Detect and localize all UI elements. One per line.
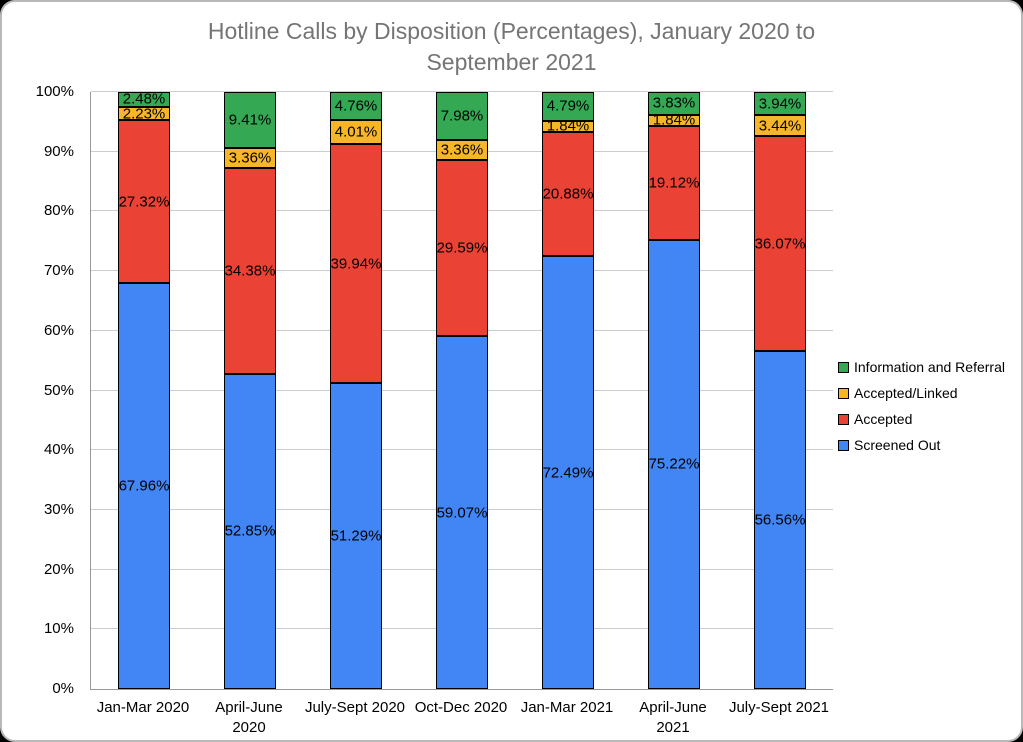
bar-segment: 36.07% xyxy=(754,136,806,352)
bar-segment: 29.59% xyxy=(436,159,488,337)
bar-segment: 39.94% xyxy=(330,144,382,383)
bar-segment: 3.36% xyxy=(436,139,488,160)
bar-segment: 34.38% xyxy=(224,168,276,374)
legend-swatch-icon xyxy=(838,361,849,373)
bar-segment: 67.96% xyxy=(118,283,170,689)
y-axis-labels: 0% 10% 20% 30% 40% 50% 60% 70% 80% 90% 100% xyxy=(2,83,80,697)
y-tick-label: 20% xyxy=(43,560,74,578)
bar-segment: 3.94% xyxy=(754,91,806,116)
bar-segment: 72.49% xyxy=(542,256,594,689)
x-tick-label: July-Sept 2020 xyxy=(304,699,406,716)
bar-value-label: 2.23% xyxy=(122,105,166,123)
bar-value-label: 4.01% xyxy=(334,123,378,141)
legend-label: Accepted xyxy=(854,411,913,427)
legend: Information and Referral Accepted/Linked A… xyxy=(838,359,1023,463)
bar-segment: 2.48% xyxy=(118,90,170,108)
bar-value-label: 52.85% xyxy=(224,522,276,540)
legend-item: Accepted/Linked xyxy=(838,385,1023,401)
bar-value-label: 9.41% xyxy=(228,111,272,129)
bar-value-label: 7.98% xyxy=(440,107,484,125)
bar-value-label: 3.83% xyxy=(652,94,696,112)
y-tick-label: 50% xyxy=(43,381,74,399)
bar-segment: 4.76% xyxy=(330,92,382,121)
bar-value-label: 3.94% xyxy=(758,95,802,113)
bar-segment: 56.56% xyxy=(754,351,806,689)
bar-segment: 27.32% xyxy=(118,120,170,284)
bar-stack: 59.07% 29.59% 3.36% 7.98% xyxy=(436,92,488,689)
y-tick-label: 80% xyxy=(43,202,74,220)
x-tick-label: Jan-Mar 2020 xyxy=(96,699,190,716)
bar-value-label: 36.07% xyxy=(754,235,806,253)
bar-value-label: 72.49% xyxy=(542,464,594,482)
bar-stack: 67.96% 27.32% 2.23% 2.48% xyxy=(118,90,170,689)
bar-value-label: 59.07% xyxy=(436,504,488,522)
bar-value-label: 4.79% xyxy=(546,97,590,115)
bar-stack: 75.22% 19.12% 1.84% 3.83% xyxy=(648,91,700,689)
bar-segment: 1.84% xyxy=(648,112,700,129)
x-tick-label: Oct-Dec 2020 xyxy=(414,699,508,716)
bar-segment: 51.29% xyxy=(330,382,382,689)
y-tick-label: 100% xyxy=(35,83,74,100)
x-tick-label: April-June 2021 xyxy=(639,699,707,736)
bar-segment: 3.36% xyxy=(224,148,276,169)
legend-swatch-icon xyxy=(838,387,849,399)
legend-swatch-icon xyxy=(838,413,849,425)
bar-value-label: 75.22% xyxy=(648,455,700,473)
bar-segment: 4.01% xyxy=(330,120,382,145)
y-tick-label: 60% xyxy=(43,321,74,339)
chart-title: Hotline Calls by Disposition (Percentage… xyxy=(207,18,816,76)
bar-segment: 3.44% xyxy=(754,115,806,136)
plot-area: 67.96% 27.32% 2.23% 2.48% 52.85% 34.38% 3.36% 9… xyxy=(90,90,833,690)
gridline xyxy=(91,91,833,92)
legend-label: Screened Out xyxy=(854,437,941,453)
y-tick-label: 0% xyxy=(52,680,74,697)
legend-label: Accepted/Linked xyxy=(854,385,958,401)
bar-value-label: 29.59% xyxy=(436,239,488,257)
bar-segment: 75.22% xyxy=(648,239,700,689)
x-tick-label: April-June 2020 xyxy=(215,699,283,736)
bar-segment: 4.79% xyxy=(542,92,594,121)
bar-value-label: 39.94% xyxy=(330,255,382,273)
bar-value-label: 3.36% xyxy=(228,149,272,167)
bar-value-label: 4.76% xyxy=(334,97,378,115)
legend-swatch-icon xyxy=(838,439,849,451)
legend-item: Accepted xyxy=(838,411,1023,427)
y-tick-label: 90% xyxy=(43,142,74,160)
bar-segment: 20.88% xyxy=(542,131,594,257)
bar-stack: 52.85% 34.38% 3.36% 9.41% xyxy=(224,92,276,689)
bar-stack: 56.56% 36.07% 3.44% 3.94% xyxy=(754,91,806,689)
y-tick-label: 30% xyxy=(43,500,74,518)
bar-segment: 19.12% xyxy=(648,125,700,240)
bar-segment: 2.23% xyxy=(118,105,170,123)
bar-value-label: 51.29% xyxy=(330,527,382,545)
bar-value-label: 2.48% xyxy=(122,90,166,108)
bar-segment: 9.41% xyxy=(224,92,276,149)
bar-value-label: 67.96% xyxy=(118,477,170,495)
x-axis-labels: Jan-Mar 2020 April-June 2020 July-Sept 202… xyxy=(90,698,832,740)
legend-label: Information and Referral xyxy=(854,359,1005,375)
bar-value-label: 3.36% xyxy=(440,141,484,159)
bar-segment: 52.85% xyxy=(224,373,276,689)
bar-value-label: 34.38% xyxy=(224,262,276,280)
bar-value-label: 20.88% xyxy=(542,185,594,203)
x-tick-label: July-Sept 2021 xyxy=(728,699,830,716)
bar-value-label: 27.32% xyxy=(118,193,170,211)
bar-value-label: 19.12% xyxy=(648,174,700,192)
bar-value-label: 56.56% xyxy=(754,511,806,529)
legend-item: Information and Referral xyxy=(838,359,1023,375)
legend-item: Screened Out xyxy=(838,437,1023,453)
bar-value-label: 3.44% xyxy=(758,117,802,135)
bar-segment: 59.07% xyxy=(436,336,488,689)
bar-stack: 51.29% 39.94% 4.01% 4.76% xyxy=(330,92,382,689)
bar-segment: 1.84% xyxy=(542,118,594,135)
y-tick-label: 40% xyxy=(43,441,74,459)
bar-segment: 7.98% xyxy=(436,92,488,140)
y-tick-label: 70% xyxy=(43,262,74,280)
y-tick-label: 10% xyxy=(43,620,74,638)
bar-segment: 3.83% xyxy=(648,91,700,115)
bar-stack: 72.49% 20.88% 1.84% 4.79% xyxy=(542,92,594,689)
x-tick-label: Jan-Mar 2021 xyxy=(520,699,614,716)
